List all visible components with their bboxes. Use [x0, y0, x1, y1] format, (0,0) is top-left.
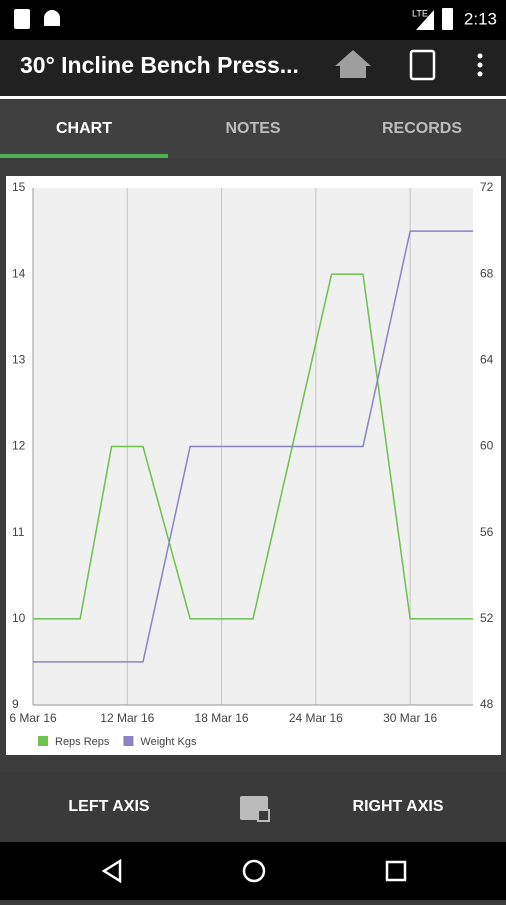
android-icon — [44, 10, 60, 26]
nav-bar — [0, 842, 506, 900]
y-tick-label: 11 — [12, 525, 25, 539]
y2-tick-label: 68 — [480, 266, 494, 280]
left-axis-button[interactable]: LEFT AXIS — [68, 798, 150, 815]
legend-label: Weight Kgs — [140, 736, 197, 748]
tab[interactable]: CHART — [56, 120, 112, 137]
toolbar-title: 30° Incline Bench Press... — [20, 52, 299, 78]
series-line — [33, 230, 473, 663]
tab-bar — [0, 99, 506, 158]
right-axis-button[interactable]: RIGHT AXIS — [353, 798, 444, 815]
clock: 2:13 — [464, 9, 497, 28]
y-tick-label: 9 — [12, 697, 19, 711]
x-tick-label: 24 Mar 16 — [289, 711, 343, 725]
x-tick-label: 30 Mar 16 — [383, 711, 437, 725]
toolbar — [0, 40, 506, 98]
y-tick-label: 12 — [12, 439, 26, 453]
signal-icon — [416, 10, 434, 30]
network-label: LTE — [412, 8, 428, 18]
tab[interactable]: RECORDS — [382, 120, 462, 137]
y2-tick-label: 56 — [480, 525, 494, 539]
chart: 6 Mar 16 12 Mar 16 18 Mar 16 24 Mar 16 30 Ma… — [9, 180, 493, 748]
series-line — [33, 273, 473, 620]
y-tick-label: 10 — [12, 611, 26, 625]
calendar-button[interactable] — [240, 796, 270, 822]
battery-icon — [442, 8, 453, 30]
y2-tick-label: 72 — [480, 180, 494, 194]
y2-tick-label: 48 — [480, 697, 494, 711]
status-bar — [0, 0, 506, 40]
y-tick-label: 14 — [12, 266, 26, 280]
recents-button[interactable] — [385, 860, 407, 882]
y2-tick-label: 64 — [480, 353, 494, 367]
x-tick-label: 6 Mar 16 — [9, 711, 57, 725]
sd-icon — [14, 9, 30, 29]
y2-tick-label: 60 — [480, 439, 494, 453]
x-tick-label: 18 Mar 16 — [195, 711, 249, 725]
back-button[interactable] — [101, 858, 122, 884]
y-tick-label: 15 — [12, 180, 26, 194]
overflow-menu[interactable] — [477, 53, 483, 77]
toolbar-divider — [0, 96, 506, 99]
tab[interactable]: NOTES — [225, 120, 280, 137]
clipboard-button[interactable] — [409, 49, 436, 81]
y-tick-label: 13 — [12, 353, 26, 367]
home-button[interactable] — [335, 50, 371, 78]
home-nav-button[interactable] — [242, 859, 266, 883]
x-tick-label: 12 Mar 16 — [100, 711, 154, 725]
legend-label: Reps Reps — [55, 736, 110, 748]
y2-tick-label: 52 — [480, 611, 494, 625]
legend-swatch — [38, 736, 48, 746]
tab-indicator — [0, 154, 168, 158]
legend-swatch — [123, 736, 134, 746]
